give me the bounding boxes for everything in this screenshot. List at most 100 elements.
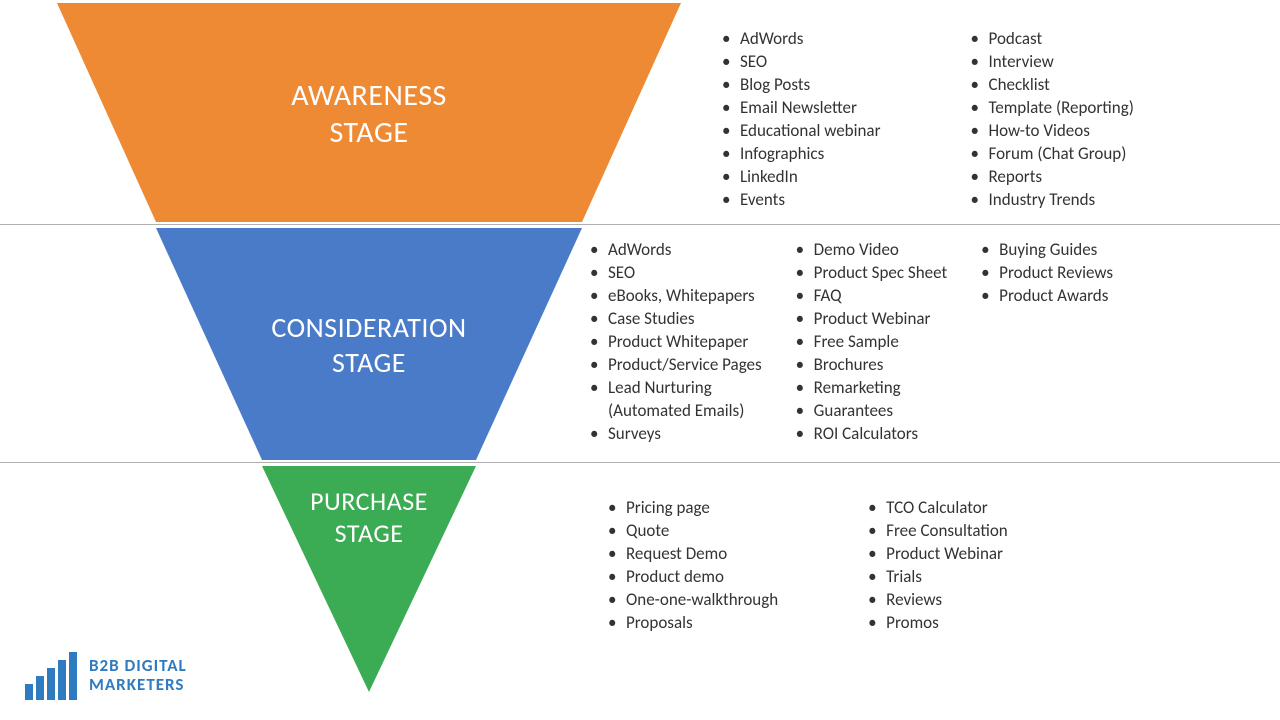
- bullet-icon: •: [722, 28, 740, 51]
- list-item: •Product Awards: [981, 285, 1113, 308]
- list-item: •How-to Videos: [971, 120, 1134, 143]
- list-item: •Surveys: [590, 423, 762, 446]
- list-item-text: Podcast: [989, 28, 1043, 51]
- list-item-text: Demo Video: [814, 239, 899, 262]
- bullet-icon: •: [796, 354, 814, 377]
- list-item-text: Events: [740, 189, 785, 212]
- list-item: •Blog Posts: [722, 74, 881, 97]
- bullet-icon: •: [722, 97, 740, 120]
- stage-lists-consideration: •AdWords•SEO•eBooks, Whitepapers•Case St…: [590, 239, 1113, 445]
- bullet-icon: •: [590, 423, 608, 446]
- list-column: •Buying Guides•Product Reviews•Product A…: [981, 239, 1113, 445]
- list-item: •Industry Trends: [971, 189, 1134, 212]
- bullet-icon: •: [722, 189, 740, 212]
- bullet-icon: •: [981, 262, 999, 285]
- list-item: •AdWords: [722, 28, 881, 51]
- list-item-text: eBooks, Whitepapers: [608, 285, 755, 308]
- list-item-text: Buying Guides: [999, 239, 1097, 262]
- list-item: •Guarantees: [796, 400, 948, 423]
- list-item: •Product Reviews: [981, 262, 1113, 285]
- stage-label-line1: PURCHASE: [310, 485, 428, 517]
- list-item: •LinkedIn: [722, 166, 881, 189]
- list-item: •Product Webinar: [796, 308, 948, 331]
- list-item-text: Reviews: [886, 589, 942, 612]
- list-item-text: Trials: [886, 566, 922, 589]
- stage-label-purchase: PURCHASESTAGE: [189, 485, 549, 549]
- stage-row-purchase: PURCHASESTAGE•Pricing page•Quote•Request…: [0, 463, 1280, 695]
- list-item: •Trials: [868, 566, 1008, 589]
- list-item: •TCO Calculator: [868, 497, 1008, 520]
- bullet-icon: •: [971, 166, 989, 189]
- bullet-icon: •: [868, 612, 886, 635]
- list-item-text: (Automated Emails): [608, 400, 744, 423]
- stage-label-awareness: AWARENESSSTAGE: [189, 77, 549, 151]
- list-item-text: Request Demo: [626, 543, 727, 566]
- list-item-text: Surveys: [608, 423, 661, 446]
- logo-bar: [58, 660, 66, 700]
- list-item: •Product Whitepaper: [590, 331, 762, 354]
- bullet-icon: •: [590, 285, 608, 308]
- list-item: •Pricing page: [608, 497, 778, 520]
- bullet-icon: •: [796, 239, 814, 262]
- list-item-text: Interview: [989, 51, 1054, 74]
- list-item-text: Educational webinar: [740, 120, 881, 143]
- list-item-text: Free Consultation: [886, 520, 1008, 543]
- stage-label-line2: STAGE: [329, 114, 408, 151]
- list-item-text: Quote: [626, 520, 669, 543]
- list-item-text: Product Whitepaper: [608, 331, 748, 354]
- bullet-icon: •: [971, 97, 989, 120]
- list-item: •Reviews: [868, 589, 1008, 612]
- list-item-text: Lead Nurturing: [608, 377, 712, 400]
- list-item-text: SEO: [740, 51, 767, 74]
- bullet-icon: •: [868, 497, 886, 520]
- bullet-icon: •: [608, 612, 626, 635]
- list-item: •SEO: [722, 51, 881, 74]
- list-item-text: Proposals: [626, 612, 693, 635]
- list-item: •Case Studies: [590, 308, 762, 331]
- stage-label-line2: STAGE: [335, 517, 404, 549]
- list-item: •Infographics: [722, 143, 881, 166]
- bullet-icon: •: [868, 589, 886, 612]
- bullet-icon: •: [981, 285, 999, 308]
- list-item: •Template (Reporting): [971, 97, 1134, 120]
- bullet-icon: •: [981, 239, 999, 262]
- list-item-text: Promos: [886, 612, 939, 635]
- list-item-text: Email Newsletter: [740, 97, 857, 120]
- list-item: •SEO: [590, 262, 762, 285]
- list-item: •Brochures: [796, 354, 948, 377]
- bullet-icon: •: [590, 377, 608, 400]
- list-item: •Free Consultation: [868, 520, 1008, 543]
- bullet-icon: •: [796, 423, 814, 446]
- bullet-icon: •: [971, 120, 989, 143]
- bullet-icon: •: [796, 285, 814, 308]
- list-item: •Reports: [971, 166, 1134, 189]
- bullet-icon: •: [590, 308, 608, 331]
- list-item: •AdWords: [590, 239, 762, 262]
- list-item: •Product Webinar: [868, 543, 1008, 566]
- list-item: •Free Sample: [796, 331, 948, 354]
- list-item: •Product/Service Pages: [590, 354, 762, 377]
- list-item-text: Blog Posts: [740, 74, 810, 97]
- bullet-icon: •: [796, 331, 814, 354]
- bullet-icon: •: [971, 28, 989, 51]
- list-item: •Podcast: [971, 28, 1134, 51]
- logo-text: B2B DIGITAL MARKETERS: [89, 657, 187, 694]
- bullet-icon: •: [608, 543, 626, 566]
- list-item-text: Product Awards: [999, 285, 1108, 308]
- bullet-icon: •: [722, 143, 740, 166]
- bullet-icon: •: [608, 566, 626, 589]
- bullet-icon: •: [722, 120, 740, 143]
- list-item: (Automated Emails): [590, 400, 762, 423]
- list-item: •Checklist: [971, 74, 1134, 97]
- list-item: •One-one-walkthrough: [608, 589, 778, 612]
- list-item-text: How-to Videos: [989, 120, 1090, 143]
- list-item-text: Forum (Chat Group): [989, 143, 1127, 166]
- list-item: •Quote: [608, 520, 778, 543]
- list-item-text: LinkedIn: [740, 166, 798, 189]
- list-item: •Proposals: [608, 612, 778, 635]
- list-column: •Pricing page•Quote•Request Demo•Product…: [608, 497, 778, 635]
- bullet-icon: •: [590, 331, 608, 354]
- list-item: •Product Spec Sheet: [796, 262, 948, 285]
- list-item: •Events: [722, 189, 881, 212]
- logo-line2: MARKETERS: [89, 676, 187, 695]
